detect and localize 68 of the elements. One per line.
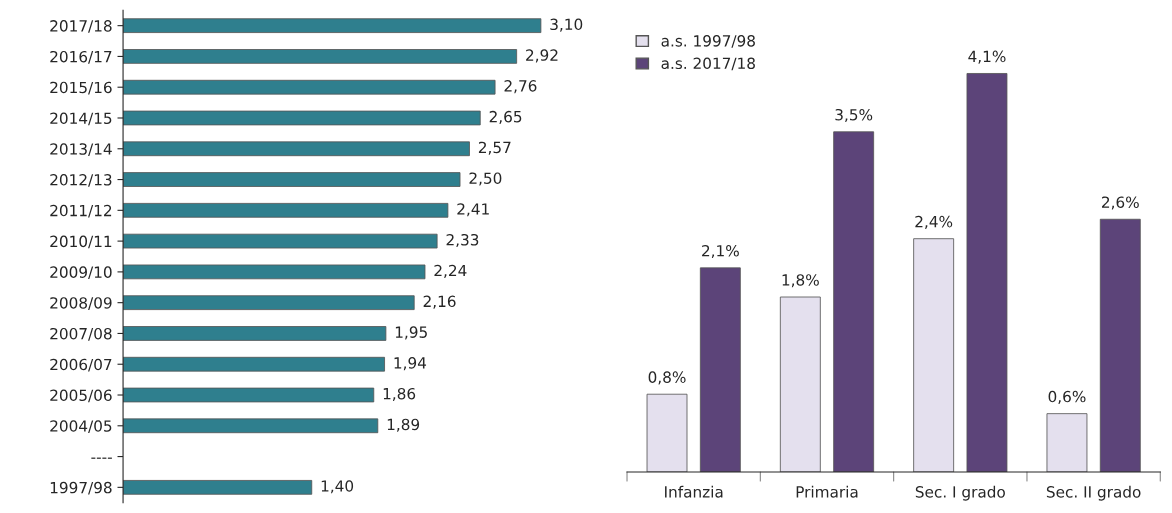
bar xyxy=(123,172,461,187)
data-label: 4,1% xyxy=(968,50,1006,64)
data-label: 2,57 xyxy=(478,141,511,155)
y-tick-label: 2007/08 xyxy=(50,327,112,341)
data-label: 2,24 xyxy=(434,264,467,278)
data-label: 2,92 xyxy=(526,49,558,63)
y-tick-label: 2006/07 xyxy=(50,358,112,372)
data-label: 3,10 xyxy=(550,18,583,32)
legend-label: a.s. 1997/98 xyxy=(661,35,755,48)
legend-label: a.s. 2017/18 xyxy=(661,57,755,71)
bar xyxy=(1099,218,1141,472)
bar xyxy=(123,387,375,403)
data-label: 1,95 xyxy=(395,326,427,340)
y-tick-label: ---- xyxy=(91,457,112,459)
y-tick-label: 2017/18 xyxy=(50,20,112,33)
data-label: 2,6% xyxy=(1102,196,1139,210)
data-label: 2,41 xyxy=(457,203,489,217)
bar xyxy=(123,356,385,372)
data-label: 2,33 xyxy=(446,233,479,248)
bar xyxy=(123,202,449,218)
y-tick-label: 2004/05 xyxy=(50,420,112,434)
y-tick-label: 1997/98 xyxy=(50,481,112,495)
bar xyxy=(123,141,470,157)
bar xyxy=(123,233,438,249)
data-label: 1,86 xyxy=(383,387,416,401)
x-tick-label: Infanzia xyxy=(665,485,723,498)
bar xyxy=(123,18,542,33)
bar xyxy=(913,238,955,472)
bar xyxy=(123,264,426,280)
data-label: 3,5% xyxy=(835,108,873,123)
y-tick-label: 2012/13 xyxy=(50,174,112,187)
bar xyxy=(123,418,379,434)
x-tick-label: Primaria xyxy=(796,485,858,498)
bar xyxy=(966,73,1008,472)
y-tick-label: 2013/14 xyxy=(50,143,112,156)
data-label: 2,4% xyxy=(915,215,953,229)
bar xyxy=(123,49,518,64)
bar xyxy=(1046,413,1088,472)
y-tick-label: 2014/15 xyxy=(50,112,112,126)
data-label: 2,65 xyxy=(489,110,522,124)
data-label: 2,16 xyxy=(423,295,456,309)
data-label: 1,89 xyxy=(387,418,420,432)
y-tick-label: 2016/17 xyxy=(50,50,112,64)
data-label: 2,76 xyxy=(504,80,537,94)
bar xyxy=(123,295,415,311)
data-label: 1,8% xyxy=(782,274,819,288)
y-tick-label: 2005/06 xyxy=(50,389,112,403)
bar xyxy=(123,110,481,126)
data-label: 0,8% xyxy=(648,371,686,385)
bar xyxy=(646,393,688,472)
x-tick-label: Sec. II grado xyxy=(1046,485,1141,501)
data-label: 1,94 xyxy=(394,357,427,371)
bar xyxy=(123,326,387,341)
y-tick-label: 2011/12 xyxy=(50,204,112,218)
data-label: 2,1% xyxy=(702,245,739,259)
data-label: 1,40 xyxy=(321,480,354,494)
y-tick-label: 2015/16 xyxy=(50,81,112,95)
bar xyxy=(699,267,741,472)
bar xyxy=(779,296,821,472)
y-tick-label: 2009/10 xyxy=(50,266,112,280)
y-tick-label: 2010/11 xyxy=(50,235,112,249)
bar xyxy=(833,131,875,472)
y-tick-label: 2008/09 xyxy=(50,297,112,310)
data-label: 0,6% xyxy=(1048,390,1086,404)
data-label: 2,50 xyxy=(469,172,502,186)
bar xyxy=(123,480,313,495)
x-tick-label: Sec. I grado xyxy=(915,485,1005,501)
bar xyxy=(123,79,496,95)
